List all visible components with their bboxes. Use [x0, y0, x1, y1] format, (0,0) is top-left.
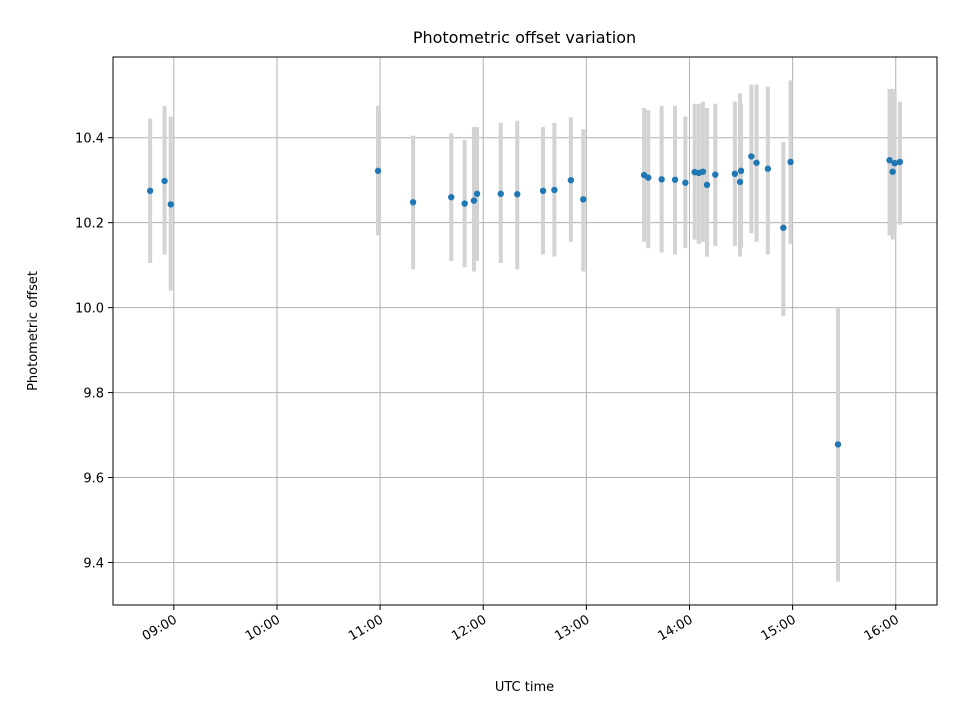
y-tick-label: 9.6	[83, 472, 104, 487]
data-point	[682, 179, 689, 186]
y-tick-label: 10.0	[75, 302, 104, 317]
chart-title: Photometric offset variation	[413, 28, 636, 47]
data-point	[409, 199, 417, 206]
data-point	[736, 178, 744, 186]
data-point	[161, 177, 168, 185]
data-point	[580, 196, 587, 203]
data-point	[731, 170, 739, 178]
data-point	[461, 200, 468, 207]
grid	[113, 57, 937, 605]
data-point	[514, 191, 521, 198]
data-points	[146, 153, 904, 448]
data-point	[780, 224, 787, 231]
y-tick-label: 9.8	[83, 387, 104, 402]
data-point	[167, 201, 174, 208]
y-tick-label: 9.4	[83, 557, 104, 572]
data-point	[787, 158, 794, 166]
plot-area-frame	[112, 56, 938, 606]
data-point	[470, 197, 478, 204]
data-point	[671, 176, 679, 183]
data-point	[146, 187, 154, 195]
y-axis-label: Photometric offset	[26, 271, 41, 391]
data-point	[658, 176, 665, 183]
data-point	[539, 187, 547, 195]
data-point	[473, 190, 481, 197]
data-point	[645, 174, 652, 181]
data-point	[891, 160, 898, 167]
data-point	[703, 181, 711, 189]
data-point	[834, 441, 842, 448]
data-point	[448, 193, 455, 201]
data-point	[889, 168, 896, 175]
data-point	[699, 168, 707, 175]
data-point	[748, 153, 755, 160]
data-point	[551, 186, 558, 194]
x-axis-label: UTC time	[495, 680, 554, 695]
data-point	[737, 167, 745, 175]
data-point	[896, 158, 904, 166]
data-point	[753, 159, 760, 166]
data-point	[374, 167, 382, 175]
data-point	[497, 190, 504, 197]
data-point	[567, 176, 575, 184]
data-point	[764, 165, 772, 172]
y-tick-label: 10.4	[75, 132, 104, 147]
y-tick-label: 10.2	[75, 217, 104, 232]
data-point	[886, 157, 893, 164]
y-axis-ticks: 9.4 9.6 9.8 10.0 10.2 10.4	[75, 132, 113, 572]
data-point	[712, 171, 719, 178]
